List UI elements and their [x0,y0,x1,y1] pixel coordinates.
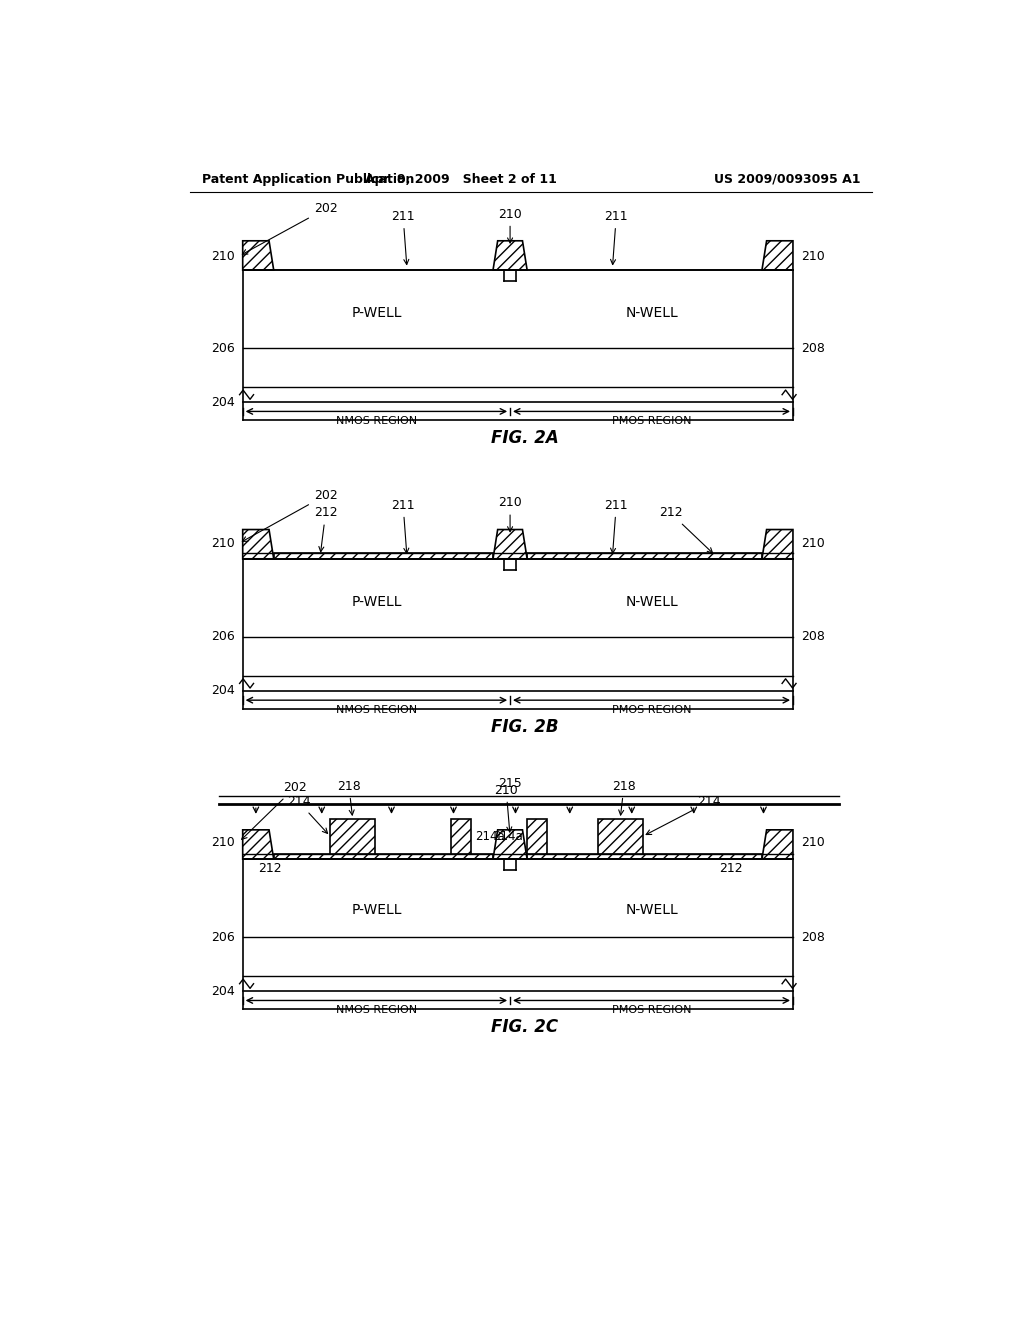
Bar [527,553,762,558]
Text: 202: 202 [243,488,338,541]
Bar [527,818,547,854]
Polygon shape [243,240,273,271]
Text: 214a: 214a [494,830,523,843]
Text: 210: 210 [801,249,824,263]
Text: 218: 218 [337,780,360,814]
Text: 206: 206 [211,631,234,643]
Text: N-WELL: N-WELL [625,595,678,609]
Text: FIG. 2A: FIG. 2A [490,429,559,447]
Text: 215: 215 [499,777,522,791]
Text: 211: 211 [604,499,628,553]
Text: 204: 204 [211,396,234,409]
Bar [331,818,375,854]
Text: N-WELL: N-WELL [625,903,678,917]
Text: 210: 210 [801,836,824,849]
Bar [527,854,762,859]
Text: 206: 206 [211,342,234,355]
Text: PMOS REGION: PMOS REGION [611,416,691,426]
Text: FIG. 2B: FIG. 2B [492,718,558,737]
Polygon shape [762,529,793,558]
Text: NMOS REGION: NMOS REGION [336,705,417,715]
Text: P-WELL: P-WELL [351,903,401,917]
Text: 202: 202 [243,202,338,255]
Text: 206: 206 [211,931,234,944]
Text: 202: 202 [242,781,306,840]
Text: 208: 208 [801,631,824,643]
Text: 210: 210 [211,537,234,550]
Polygon shape [243,830,273,859]
Text: 214: 214 [646,795,721,834]
Bar [273,854,493,859]
Text: 210: 210 [499,207,522,243]
Text: 212: 212 [658,507,713,553]
Polygon shape [762,830,793,859]
Text: 211: 211 [391,210,415,264]
Text: 210: 210 [211,249,234,263]
Text: 211: 211 [391,499,415,553]
Text: PMOS REGION: PMOS REGION [611,1006,691,1015]
Polygon shape [493,240,527,271]
Text: 214a: 214a [475,830,505,843]
Text: 212: 212 [258,862,282,875]
Bar [273,553,493,558]
Polygon shape [493,529,527,558]
Text: P-WELL: P-WELL [351,306,401,319]
Text: 214: 214 [287,795,328,833]
Text: 211: 211 [604,210,628,264]
Text: 208: 208 [801,931,824,944]
Text: 208: 208 [801,342,824,355]
Text: NMOS REGION: NMOS REGION [336,1006,417,1015]
Text: 212: 212 [313,507,338,552]
Text: 218: 218 [612,780,636,814]
Text: 210: 210 [495,784,518,832]
Text: 212: 212 [719,862,742,875]
Text: 210: 210 [211,836,234,849]
Text: US 2009/0093095 A1: US 2009/0093095 A1 [714,173,860,186]
Text: 204: 204 [211,985,234,998]
Text: Apr. 9, 2009   Sheet 2 of 11: Apr. 9, 2009 Sheet 2 of 11 [366,173,557,186]
Bar [452,818,471,854]
Text: NMOS REGION: NMOS REGION [336,416,417,426]
Polygon shape [243,529,273,558]
Text: PMOS REGION: PMOS REGION [611,705,691,715]
Text: 204: 204 [211,685,234,697]
Text: Patent Application Publication: Patent Application Publication [202,173,414,186]
Text: 210: 210 [499,496,522,532]
Polygon shape [493,830,527,859]
Text: P-WELL: P-WELL [351,595,401,609]
Text: FIG. 2C: FIG. 2C [492,1019,558,1036]
Text: N-WELL: N-WELL [625,306,678,319]
Bar [598,818,643,854]
Polygon shape [762,240,793,271]
Text: 210: 210 [801,537,824,550]
